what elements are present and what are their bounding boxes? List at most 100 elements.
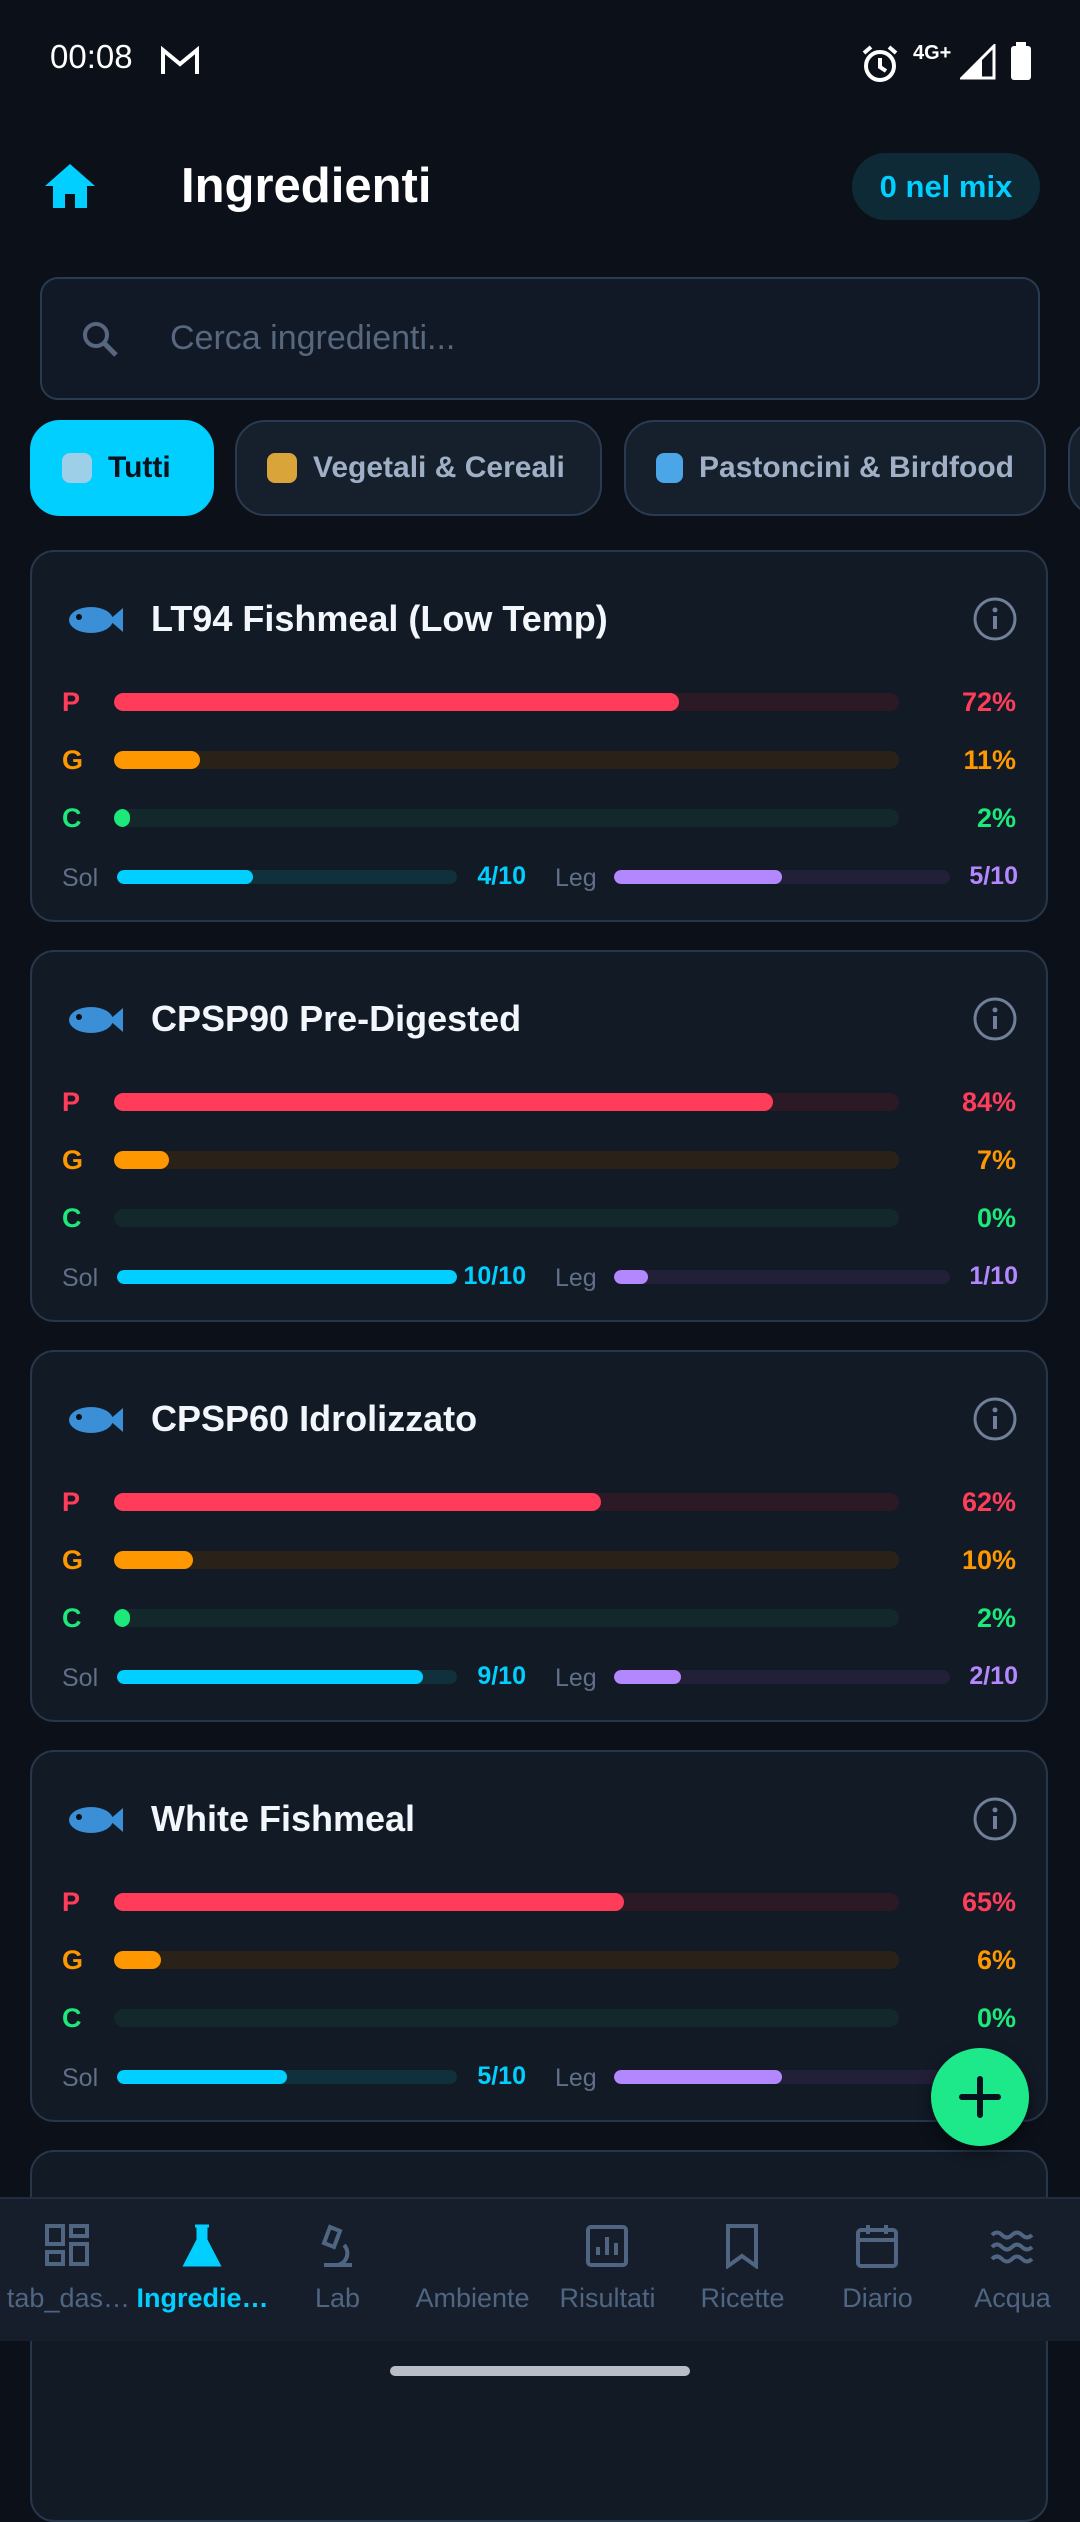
- nutrient-letter: G: [62, 1545, 84, 1575]
- nutrient-bar: [114, 1093, 774, 1111]
- nutrient-value: 72%: [961, 687, 1016, 717]
- nutrient-value: 2%: [976, 803, 1016, 833]
- leg-value: 2/10: [969, 1662, 1018, 1690]
- nav-item[interactable]: Ricette: [675, 2199, 810, 2341]
- nutrient-letter: P: [62, 687, 81, 717]
- page-title: Ingredienti: [181, 159, 432, 213]
- ingredient-name: LT94 Fishmeal (Low Temp): [151, 598, 608, 639]
- sol-label: Sol: [62, 864, 99, 892]
- nav-label: Ricette: [700, 2283, 785, 2313]
- nutrient-track: [114, 693, 899, 711]
- filter-chip[interactable]: Vegetali & Cereali: [235, 420, 602, 516]
- nutrient-row: G 6%: [32, 1945, 1046, 1975]
- add-button[interactable]: [931, 2048, 1029, 2146]
- chip-label: Pastoncini & Birdfood: [699, 451, 1014, 484]
- nutrient-track: [114, 1493, 899, 1511]
- nutrient-track: [114, 1951, 899, 1969]
- nav-icon: [584, 2223, 630, 2269]
- nav-item[interactable]: Risultati: [540, 2199, 675, 2341]
- sol-label: Sol: [62, 2064, 99, 2092]
- sol-bar: [117, 870, 253, 884]
- fish-icon: [65, 600, 125, 640]
- status-time: 00:08: [50, 38, 133, 75]
- home-indicator: [390, 2366, 690, 2376]
- ingredient-name: CPSP90 Pre-Digested: [151, 998, 522, 1039]
- nutrient-row: G 10%: [32, 1545, 1046, 1575]
- ingredient-card[interactable]: CPSP60 Idrolizzato P 62% G 10% C 2% Sol 9/10 Leg 2…: [30, 1350, 1048, 1722]
- search-box[interactable]: Cerca ingredienti...: [40, 277, 1040, 400]
- nutrient-track: [114, 1093, 899, 1111]
- leg-bar: [614, 870, 782, 884]
- mail-icon: [161, 46, 199, 74]
- leg-value: 5/10: [969, 862, 1018, 890]
- nutrient-letter: P: [62, 1487, 81, 1517]
- sol-bar: [117, 1270, 457, 1284]
- nutrient-track: [114, 2009, 899, 2027]
- nav-item[interactable]: tab_das…: [0, 2199, 135, 2341]
- nutrient-value: 7%: [976, 1145, 1016, 1175]
- info-button[interactable]: [972, 996, 1018, 1042]
- info-button[interactable]: [972, 1396, 1018, 1442]
- nutrient-value: 0%: [976, 2003, 1016, 2033]
- nav-label: Acqua: [974, 2283, 1051, 2313]
- app-screen: 00:08 4G+ Ingredienti 0 nel mix Cerca in…: [0, 38, 1080, 2522]
- leg-label: Leg: [555, 1664, 597, 1692]
- nav-item[interactable]: Diario: [810, 2199, 945, 2341]
- nav-item[interactable]: Lab: [270, 2199, 405, 2341]
- nutrient-letter: C: [62, 2003, 82, 2033]
- nutrient-row: P 62%: [32, 1487, 1046, 1517]
- nutrient-bar: [114, 1951, 162, 1969]
- nutrient-letter: C: [62, 1203, 82, 1233]
- nutrient-bar: [114, 1551, 193, 1569]
- leg-value: 1/10: [969, 1262, 1018, 1290]
- filter-chip[interactable]: Tutti: [30, 420, 214, 516]
- nutrient-track: [114, 1551, 899, 1569]
- add-icon: [959, 2076, 1001, 2118]
- fish-icon: [65, 1800, 125, 1840]
- nav-item[interactable]: Acqua: [945, 2199, 1080, 2341]
- chip-icon: [656, 453, 683, 483]
- sol-value: 10/10: [463, 1262, 526, 1290]
- nav-label: Lab: [314, 2283, 361, 2313]
- nutrient-bar: [114, 1493, 601, 1511]
- sol-value: 9/10: [477, 1662, 526, 1690]
- nutrient-bar: [114, 1893, 625, 1911]
- info-button[interactable]: [972, 1796, 1018, 1842]
- sol-label: Sol: [62, 1664, 99, 1692]
- nutrient-value: 62%: [961, 1487, 1016, 1517]
- nav-label: Diario: [842, 2283, 913, 2313]
- battery-icon: [1011, 42, 1031, 80]
- nutrient-value: 2%: [976, 1603, 1016, 1633]
- nutrient-track: [114, 1151, 899, 1169]
- ingredient-card[interactable]: CPSP90 Pre-Digested P 84% G 7% C 0% Sol 10/10 Leg…: [30, 950, 1048, 1322]
- nav-item[interactable]: Ambiente: [405, 2199, 540, 2341]
- ingredient-card[interactable]: LT94 Fishmeal (Low Temp) P 72% G 11% C 2% Sol 4/…: [30, 550, 1048, 922]
- nutrient-track: [114, 809, 899, 827]
- chip-icon: [267, 453, 297, 483]
- nutrient-letter: C: [62, 1603, 82, 1633]
- nutrient-letter: P: [62, 1087, 81, 1117]
- sol-bar: [117, 2070, 287, 2084]
- nutrient-row: P 84%: [32, 1087, 1046, 1117]
- nutrient-track: [114, 1893, 899, 1911]
- nav-item[interactable]: Ingredie…: [135, 2199, 270, 2341]
- home-button[interactable]: [42, 160, 98, 212]
- score-row: Sol 10/10 Leg 1/10: [32, 1262, 1046, 1292]
- sol-track: [117, 2070, 457, 2084]
- filter-chip[interactable]: Pastoncini & Birdfood: [624, 420, 1046, 516]
- chip-icon: [62, 453, 92, 483]
- info-button[interactable]: [972, 596, 1018, 642]
- sol-value: 4/10: [477, 862, 526, 890]
- nutrient-bar: [114, 1151, 169, 1169]
- filter-chip-partial[interactable]: [1068, 420, 1080, 516]
- mix-badge[interactable]: 0 nel mix: [852, 153, 1040, 220]
- network-type: 4G+: [913, 42, 952, 64]
- search-icon: [83, 322, 118, 357]
- nav-icon: [179, 2223, 225, 2269]
- leg-track: [614, 1670, 950, 1684]
- nutrient-row: P 65%: [32, 1887, 1046, 1917]
- chip-label: Tutti: [108, 451, 171, 484]
- nav-icon: [854, 2223, 900, 2269]
